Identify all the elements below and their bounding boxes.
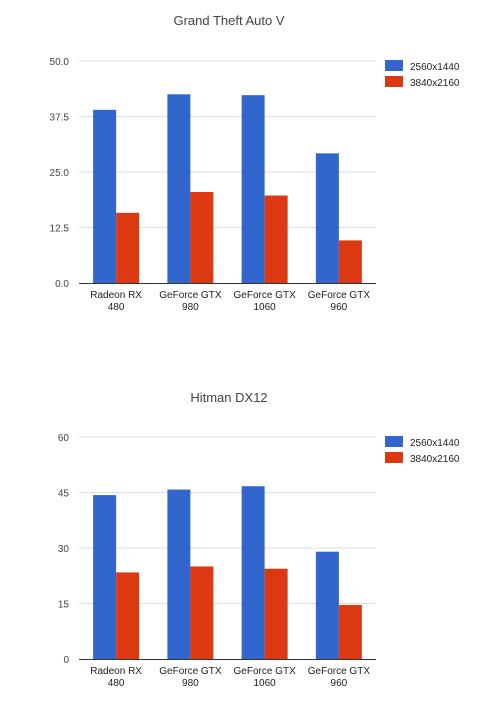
chart-title: Grand Theft Auto V [173,13,284,28]
bar-2560x1440 [315,153,339,283]
y-tick-label: 30 [58,544,70,555]
bar-3840x2160 [264,195,288,283]
bar-3840x2160 [338,240,362,283]
x-tick-label: Radeon RX [90,290,142,301]
bar-2560x1440 [167,489,191,659]
legend-swatch [385,436,403,447]
x-tick-label: 980 [182,678,199,689]
bar-3840x2160 [190,566,214,659]
legend-swatch [385,76,403,87]
x-tick-label: GeForce GTX [234,666,297,677]
gta-v-chart: Grand Theft Auto V 0.0 12.5 25.0 37.5 50.0 Rad… [50,13,460,313]
x-tick-label: GeForce GTX [308,666,371,677]
chart-title: Hitman DX12 [190,390,267,405]
legend-label: 3840x2160 [410,78,460,89]
bar-2560x1440 [93,495,117,659]
x-tick-label: GeForce GTX [159,666,222,677]
y-tick-label: 50.0 [50,57,70,68]
x-tick-label: GeForce GTX [234,290,297,301]
legend-label: 2560x1440 [410,438,460,449]
bar-2560x1440 [93,109,117,283]
x-tick-label: 960 [331,302,348,313]
y-tick-label: 12.5 [50,224,70,235]
legend-label: 2560x1440 [410,62,460,73]
y-tick-label: 0 [63,655,69,666]
x-tick-label: Radeon RX [90,666,142,677]
legend-label: 3840x2160 [410,454,460,465]
x-tick-label: GeForce GTX [308,290,371,301]
x-tick-label: 1060 [254,678,277,689]
bar-2560x1440 [315,551,339,659]
bar-3840x2160 [264,568,288,659]
bar-3840x2160 [116,572,140,659]
y-tick-label: 37.5 [50,113,70,124]
x-tick-label: 480 [108,302,125,313]
y-tick-label: 15 [58,600,70,611]
bar-3840x2160 [116,212,140,283]
y-tick-label: 0.0 [55,279,69,290]
x-tick-label: 960 [331,678,348,689]
y-tick-label: 60 [58,433,70,444]
bar-2560x1440 [241,486,265,659]
y-tick-label: 25.0 [50,168,70,179]
legend-swatch [385,60,403,71]
bar-3840x2160 [338,604,362,659]
bar-2560x1440 [241,95,265,283]
bar-3840x2160 [190,191,214,283]
x-tick-label: 980 [182,302,199,313]
legend-swatch [385,452,403,463]
x-tick-label: 480 [108,678,125,689]
x-tick-label: 1060 [254,302,277,313]
x-tick-label: GeForce GTX [159,290,222,301]
y-tick-label: 45 [58,489,70,500]
bar-2560x1440 [167,94,191,283]
